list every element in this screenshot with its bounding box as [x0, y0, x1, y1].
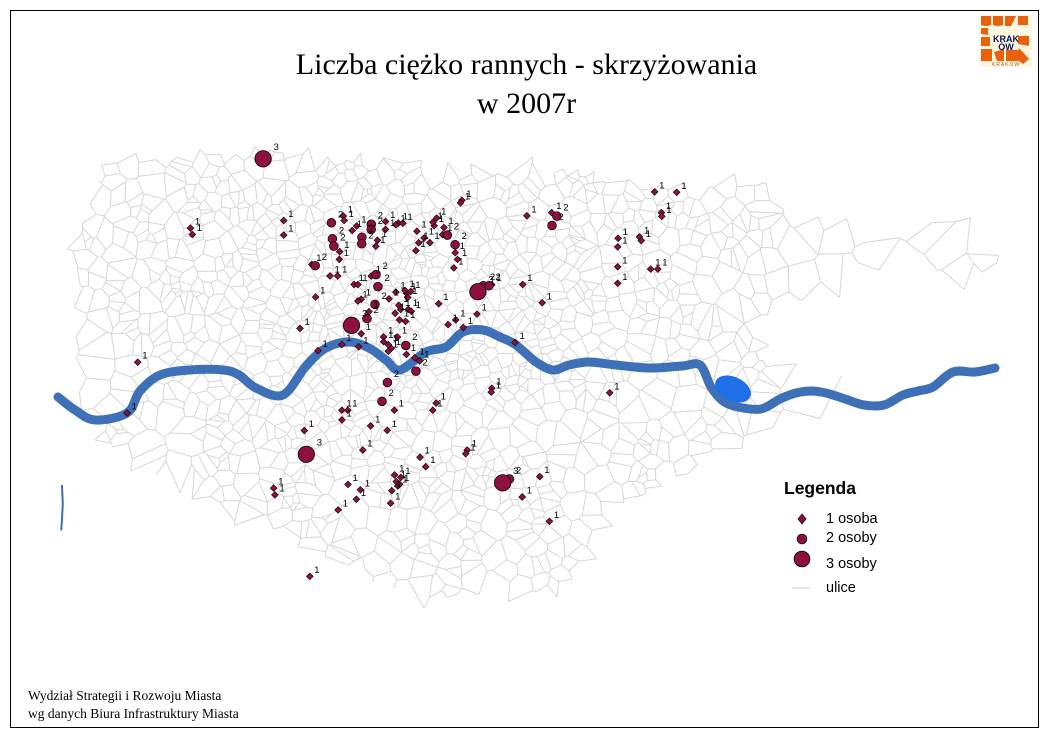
svg-text:KRAKÓW: KRAKÓW — [992, 61, 1020, 67]
svg-text:ÓW: ÓW — [998, 41, 1014, 52]
